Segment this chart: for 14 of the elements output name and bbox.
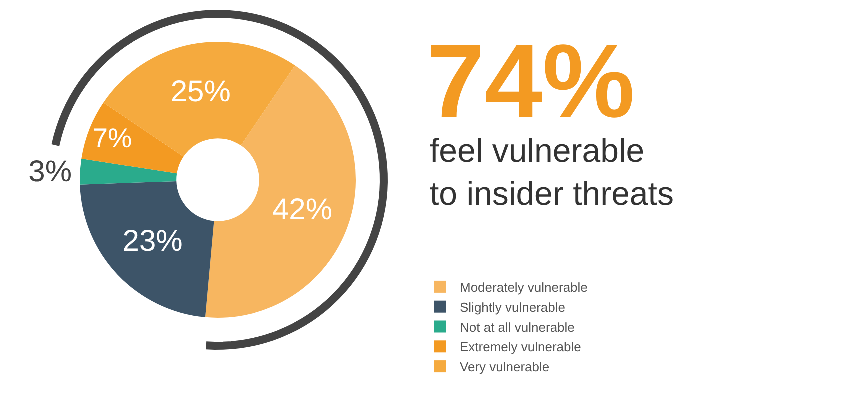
legend-label: Extremely vulnerable (460, 340, 582, 355)
donut-slice (80, 158, 178, 185)
legend-label: Very vulnerable (460, 360, 550, 375)
legend-label: Slightly vulnerable (460, 300, 566, 315)
donut-slice (82, 102, 184, 174)
data-label: 7% (92, 122, 132, 154)
data-label: 42% (272, 194, 333, 227)
legend-label: Moderately vulnerable (460, 280, 588, 296)
donut-slice (80, 181, 214, 318)
data-label: 25% (170, 75, 231, 108)
legend-label: Not at all vulnerable (460, 320, 575, 335)
data-label: 3% (28, 155, 72, 188)
text: feel vulnerable to insider threats (430, 132, 674, 212)
data-label: 23% (122, 225, 183, 258)
